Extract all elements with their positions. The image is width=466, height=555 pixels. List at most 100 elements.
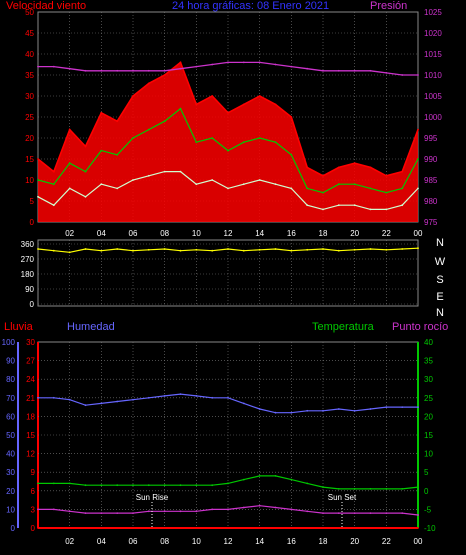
series-point: [37, 508, 39, 511]
direction-tick-label: 90: [25, 285, 34, 294]
compass-label: N: [436, 307, 444, 319]
series-point: [337, 512, 340, 514]
series-point: [163, 527, 166, 529]
series-minimum-point: [369, 208, 372, 211]
series-direction-point: [68, 251, 71, 254]
series-pressure-point: [242, 61, 245, 64]
series-point: [290, 527, 293, 529]
series-point: [163, 510, 166, 513]
wind-x-tick-label: 20: [350, 229, 359, 238]
series-point: [227, 508, 229, 511]
series-minimum-point: [385, 208, 388, 211]
wind-gust-area: [38, 62, 418, 223]
temperature-tick-label: 0: [424, 487, 429, 496]
climate-x-tick-label: 02: [65, 537, 74, 546]
humidity-tick-label: 10: [6, 505, 15, 514]
series-point: [68, 398, 71, 401]
series-point: [258, 408, 261, 410]
series-direction-point: [258, 248, 261, 251]
series-point: [306, 409, 309, 412]
wind-x-tick-label: 10: [192, 229, 201, 238]
series-point: [100, 512, 103, 514]
series-minimum-point: [306, 204, 309, 207]
series-average-point: [353, 183, 356, 186]
series-point: [258, 504, 261, 507]
wind-x-tick-label: 02: [65, 229, 74, 238]
series-gust-point: [353, 162, 356, 165]
direction-tick-label: 270: [21, 255, 35, 264]
wind-x-tick-label: 08: [160, 229, 169, 238]
series-gust-point: [116, 120, 119, 123]
climate-grid: [38, 342, 418, 528]
wind-speed-axis: 0 5 10 15 20 25 30 35 40 45 50: [25, 8, 34, 227]
series-minimum-point: [322, 208, 324, 211]
series-gust-point: [417, 128, 419, 131]
series-point: [306, 510, 309, 513]
compass-label: N: [436, 237, 444, 249]
series-point: [195, 484, 198, 487]
rain-tick-label: 15: [26, 431, 35, 440]
series-point: [227, 527, 229, 529]
series-point: [290, 508, 293, 511]
pressure-tick-label: 995: [424, 134, 438, 143]
series-pressure-point: [385, 72, 388, 74]
wind-speed-tick-label: 35: [25, 71, 34, 80]
series-point: [163, 484, 166, 487]
series-point: [116, 512, 119, 514]
series-point: [132, 512, 134, 514]
series-point: [116, 400, 119, 403]
series-point: [132, 527, 134, 529]
series-direction-point: [306, 248, 309, 251]
series-pressure-point: [274, 63, 277, 66]
series-point: [84, 404, 87, 407]
series-point: [195, 527, 198, 529]
series-average-point: [100, 149, 103, 152]
wind-x-tick-label: 12: [224, 229, 233, 238]
series-point: [322, 512, 324, 514]
series-point: [401, 406, 404, 408]
series-direction-point: [116, 248, 119, 250]
series-direction-point: [211, 249, 214, 252]
climate-panel: Lluvia Humedad Temperatura Punto rocío 0…: [2, 321, 449, 546]
series-direction-point: [52, 249, 55, 252]
series-direction-point: [37, 248, 39, 250]
series-minimum-point: [52, 204, 55, 207]
series-direction-point: [84, 248, 87, 250]
series-pressure-point: [227, 61, 229, 64]
series-point: [385, 512, 388, 514]
series-average-point: [147, 128, 150, 131]
series-gust-point: [147, 82, 150, 85]
series-point: [306, 482, 309, 485]
humidity-tick-label: 50: [6, 431, 15, 440]
series-point: [179, 484, 182, 487]
pressure-tick-label: 985: [424, 176, 438, 185]
series-point: [147, 484, 150, 487]
climate-series: [37, 393, 419, 529]
wind-speed-tick-label: 25: [25, 113, 34, 122]
series-minimum-point: [68, 187, 71, 190]
series-point: [337, 527, 340, 529]
humidity-tick-label: 80: [6, 375, 15, 384]
series-direction-point: [401, 248, 404, 250]
series-point: [37, 527, 39, 529]
humidity-tick-label: 100: [2, 338, 16, 347]
series-point: [68, 510, 71, 513]
series-pressure-point: [116, 69, 119, 72]
temperature-title: Temperatura: [312, 321, 375, 333]
series-minimum-point: [100, 183, 103, 186]
series-average-point: [37, 179, 39, 181]
series-point: [369, 512, 372, 514]
series-minimum-point: [258, 179, 261, 181]
series-point: [132, 398, 134, 401]
series-point: [242, 478, 245, 481]
series-minimum-point: [179, 170, 182, 173]
series-pressure-point: [337, 69, 340, 72]
series-minimum-point: [116, 187, 119, 190]
series-gust-point: [68, 128, 71, 131]
rain-tick-label: 27: [26, 357, 35, 366]
series-point: [68, 527, 71, 529]
series-average-point: [52, 183, 55, 186]
series-minimum-point: [195, 183, 198, 186]
series-point: [337, 408, 340, 410]
